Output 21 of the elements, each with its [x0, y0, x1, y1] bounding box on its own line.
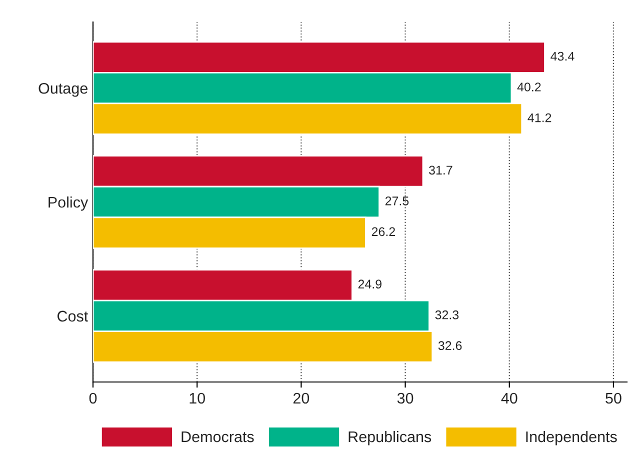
y-tick-label: Outage: [38, 82, 88, 97]
x-tick-label: 50: [606, 392, 622, 404]
data-label: 31.7: [429, 166, 452, 175]
x-tick-label: 30: [397, 392, 414, 404]
x-tick-label: 40: [501, 392, 518, 404]
data-label: 24.9: [358, 280, 382, 289]
y-tick-label: Cost: [58, 310, 88, 322]
data-label: 32.6: [438, 341, 462, 350]
x-tick-label: 10: [190, 392, 205, 404]
data-label: 43.4: [550, 52, 574, 61]
x-tick-label: 20: [293, 392, 310, 404]
data-label: 32.3: [435, 310, 459, 320]
legend-label: Democrats: [182, 432, 254, 442]
legend-label: Independents: [526, 430, 617, 446]
data-label: 41.2: [528, 113, 552, 122]
data-label: 26.2: [372, 227, 395, 236]
x-tick-label: 0: [89, 392, 97, 404]
data-label: 27.5: [385, 196, 409, 206]
y-tick-label: Policy: [48, 196, 88, 211]
legend-label: Republicans: [348, 430, 432, 446]
data-label: 40.2: [517, 82, 541, 92]
